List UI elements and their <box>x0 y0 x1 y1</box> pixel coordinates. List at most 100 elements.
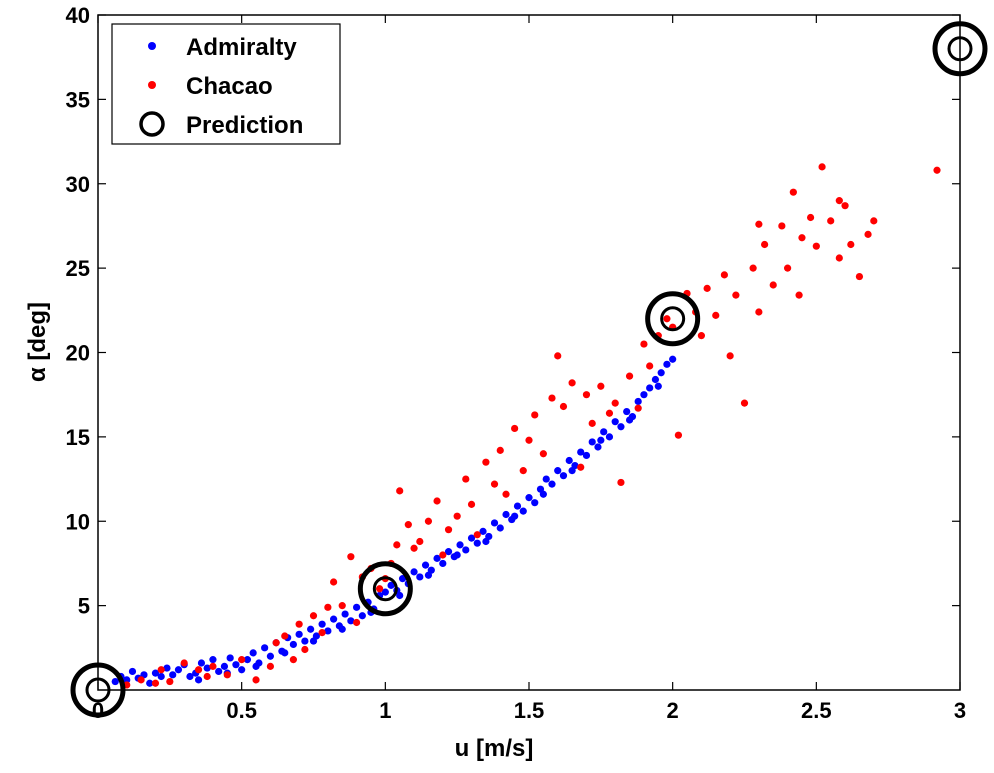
admiralty-point <box>490 519 499 527</box>
chacao-point <box>720 271 728 279</box>
chacao-point <box>453 512 461 520</box>
x-tick-label: 2 <box>667 698 679 723</box>
admiralty-point <box>252 662 260 670</box>
admiralty-point <box>146 679 154 687</box>
legend-marker-admiralty <box>148 42 156 50</box>
admiralty-point <box>194 676 203 684</box>
admiralty-point <box>220 662 229 670</box>
admiralty-point <box>209 656 217 664</box>
y-tick-label: 15 <box>66 425 90 450</box>
chacao-point <box>318 629 326 637</box>
chacao-point <box>467 500 476 508</box>
admiralty-point <box>444 548 453 556</box>
admiralty-point <box>249 649 257 657</box>
chacao-point <box>289 656 297 664</box>
chacao-point <box>588 419 596 427</box>
prediction-inner-ring <box>660 306 686 332</box>
x-tick-label: 1 <box>379 698 391 723</box>
chacao-point <box>482 458 490 466</box>
admiralty-point <box>663 360 671 368</box>
admiralty-point <box>387 581 395 589</box>
admiralty-point <box>324 627 332 635</box>
admiralty-point <box>318 620 326 628</box>
chacao-point <box>525 436 533 444</box>
admiralty-point <box>261 644 269 652</box>
admiralty-point <box>347 617 355 625</box>
prediction-inner-ring <box>372 576 398 602</box>
chacao-point <box>646 362 654 370</box>
admiralty-point <box>398 575 407 583</box>
prediction-marker <box>932 21 988 77</box>
admiralty-point <box>502 510 510 519</box>
admiralty-point <box>186 672 194 681</box>
y-axis-ticks: 5 10 15 20 25 30 35 40 <box>66 3 960 619</box>
chacao-point <box>640 340 648 348</box>
admiralty-point <box>439 559 447 568</box>
x-axis-title: u [m/s] <box>455 735 534 762</box>
admiralty-point <box>307 625 315 633</box>
chacao-point <box>732 291 740 299</box>
y-tick-label: 25 <box>66 256 90 281</box>
y-tick-label: 10 <box>66 509 90 534</box>
chacao-point <box>424 517 433 525</box>
chacao-point <box>338 602 346 610</box>
admiralty-point <box>531 499 539 507</box>
admiralty-point <box>424 571 433 579</box>
chacao-point <box>137 676 145 684</box>
chacao-point <box>252 676 260 684</box>
admiralty-point <box>559 472 568 480</box>
y-tick-label: 5 <box>78 594 90 619</box>
chacao-point <box>582 391 591 399</box>
admiralty-point <box>513 502 522 510</box>
chacao-point <box>238 656 246 664</box>
admiralty-point <box>301 637 309 645</box>
chacao-point <box>577 463 585 471</box>
x-tick-label: 2.5 <box>801 698 832 723</box>
chacao-point <box>778 222 786 230</box>
admiralty-point <box>588 438 596 446</box>
chacao-point <box>933 166 941 174</box>
chacao-point <box>749 264 757 272</box>
legend-marker-chacao <box>148 81 156 89</box>
prediction-inner-ring <box>85 677 111 703</box>
chacao-point <box>496 446 504 454</box>
admiralty-point <box>577 448 585 456</box>
admiralty-point <box>169 671 177 679</box>
admiralty-point <box>542 475 550 483</box>
prediction-outer-ring <box>70 662 126 718</box>
admiralty-point <box>433 554 441 562</box>
chacao-point <box>203 672 211 681</box>
chacao-point <box>375 585 384 593</box>
chacao-point <box>180 659 188 667</box>
x-tick-label: 1.5 <box>514 698 545 723</box>
admiralty-point <box>226 654 234 662</box>
admiralty-point <box>381 588 389 596</box>
admiralty-point <box>243 656 252 664</box>
data-points <box>70 21 988 718</box>
admiralty-point <box>525 494 533 502</box>
admiralty-point <box>600 428 608 436</box>
chacao-point <box>818 163 826 171</box>
chacao-point <box>712 311 720 319</box>
chacao-point <box>605 409 614 417</box>
chacao-point <box>697 332 706 340</box>
chacao-point <box>393 541 401 549</box>
chacao-point <box>761 240 769 249</box>
chacao-point <box>847 240 855 249</box>
chacao-point <box>634 404 642 412</box>
admiralty-point <box>111 677 119 686</box>
admiralty-point <box>594 443 602 451</box>
chacao-point <box>755 308 763 316</box>
admiralty-point <box>215 667 223 676</box>
admiralty-point <box>341 610 349 618</box>
chacao-point <box>347 553 355 561</box>
legend-label-prediction: Prediction <box>186 112 303 139</box>
chacao-point <box>864 230 872 238</box>
chacao-point <box>272 639 280 647</box>
admiralty-point <box>623 407 631 416</box>
admiralty-point <box>597 436 605 444</box>
chacao-point <box>554 352 562 360</box>
admiralty-point <box>453 551 461 559</box>
admiralty-point <box>338 625 346 633</box>
